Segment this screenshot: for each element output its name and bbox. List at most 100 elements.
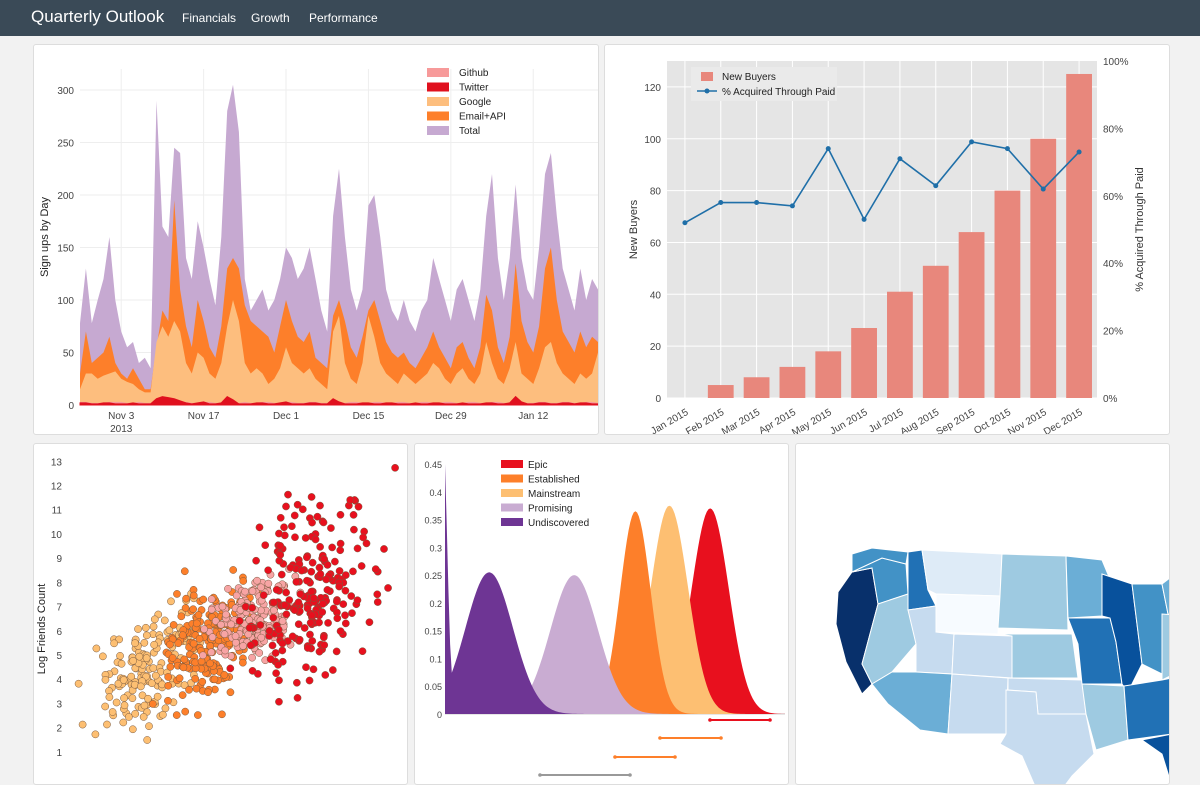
y-tick-label: 13 bbox=[51, 457, 63, 468]
scatter-point bbox=[200, 625, 208, 633]
y2-tick-label: 80% bbox=[1103, 124, 1123, 135]
scatter-point bbox=[198, 677, 207, 686]
y-tick-label: 80 bbox=[650, 187, 662, 198]
x-tick-label: Mar 2015 bbox=[720, 407, 762, 434]
scatter-point bbox=[211, 617, 220, 625]
scatter-point bbox=[147, 679, 156, 688]
scatter-point bbox=[307, 611, 316, 620]
scatter-point bbox=[248, 587, 257, 595]
scatter-point bbox=[298, 505, 307, 514]
scatter-point bbox=[327, 524, 335, 532]
scatter-point bbox=[180, 681, 189, 690]
scatter-point bbox=[119, 676, 128, 684]
x-tick-label: Nov 17 bbox=[188, 411, 220, 422]
scatter-point bbox=[150, 640, 158, 649]
scatter-point bbox=[259, 591, 268, 600]
line-paid-point bbox=[1040, 186, 1046, 192]
line-paid-point bbox=[825, 146, 831, 152]
scatter-point bbox=[271, 649, 280, 657]
friends-scatter-panel: 1 2 3 4 5 6 7 8 9 10 11 12 13 Log Friends Count bbox=[33, 443, 408, 785]
scatter-point bbox=[239, 577, 248, 585]
scatter-point bbox=[208, 633, 217, 641]
scatter-point bbox=[191, 658, 200, 667]
scatter-point bbox=[300, 624, 309, 632]
legend-label: Epic bbox=[528, 460, 547, 471]
scatter-point bbox=[134, 625, 142, 633]
legend-label: Promising bbox=[528, 504, 572, 515]
scatter-point bbox=[303, 553, 311, 562]
scatter-point bbox=[169, 621, 178, 629]
scatter-point bbox=[108, 708, 117, 716]
nav-link-growth[interactable]: Growth bbox=[251, 11, 290, 25]
scatter-point bbox=[178, 691, 187, 699]
scatter-point bbox=[307, 493, 316, 501]
y-tick-label: 150 bbox=[57, 244, 74, 255]
y-tick-label: 7 bbox=[56, 603, 62, 614]
scatter-point bbox=[316, 501, 324, 510]
scatter-point bbox=[319, 518, 328, 527]
bar-new-buyers bbox=[958, 232, 985, 398]
y-axis-title: New Buyers bbox=[628, 199, 640, 259]
scatter-point bbox=[248, 667, 257, 675]
scatter-point bbox=[335, 567, 344, 575]
nav-link-performance[interactable]: Performance bbox=[309, 11, 378, 25]
map-region-ohio-ky bbox=[1161, 613, 1169, 681]
top-navbar: Quarterly Outlook Financials Growth Perf… bbox=[0, 0, 1200, 36]
density-mainstream bbox=[445, 505, 785, 714]
us-choropleth-map[interactable] bbox=[796, 444, 1169, 784]
scatter-point bbox=[336, 510, 345, 519]
scatter-point bbox=[217, 620, 225, 629]
map-region-montana bbox=[921, 549, 1003, 597]
scatter-point bbox=[349, 511, 358, 519]
scatter-point bbox=[148, 700, 157, 708]
density-established bbox=[445, 511, 785, 714]
scatter-point bbox=[128, 725, 137, 734]
scatter-point bbox=[339, 600, 348, 608]
scatter-point bbox=[210, 675, 219, 684]
scatter-point bbox=[245, 624, 254, 632]
signups-area-chart[interactable]: 0 50 100 150 200 250 300 Nov 3 Nov 17 Dec 1 Dec 15… bbox=[34, 45, 598, 434]
scatter-point bbox=[275, 697, 283, 706]
scatter-point bbox=[119, 718, 128, 727]
scatter-point bbox=[276, 513, 285, 522]
line-paid-point bbox=[1004, 146, 1010, 152]
area-series-emailapi bbox=[80, 200, 598, 405]
scatter-point bbox=[335, 582, 344, 591]
brand-title[interactable]: Quarterly Outlook bbox=[31, 7, 165, 26]
scatter-point bbox=[195, 635, 204, 643]
scatter-point bbox=[239, 642, 247, 650]
x-tick-label: Dec 29 bbox=[435, 411, 467, 422]
scatter-point bbox=[282, 502, 290, 511]
new-buyers-chart[interactable]: 0 20 40 60 80 100 120 0% 20% 40% 60% 80% 100% New Buy… bbox=[605, 45, 1169, 434]
scatter-point bbox=[292, 578, 301, 586]
us-states-group bbox=[835, 547, 1169, 784]
bar-new-buyers bbox=[1066, 73, 1092, 398]
scatter-point bbox=[231, 632, 240, 640]
y-tick-label: 50 bbox=[63, 349, 75, 360]
legend-swatch bbox=[501, 503, 523, 512]
scatter-point bbox=[278, 617, 287, 625]
y-tick-label: 0.25 bbox=[424, 571, 442, 581]
scatter-point bbox=[140, 701, 149, 710]
scatter-point bbox=[164, 681, 173, 690]
legend-swatch bbox=[501, 460, 523, 468]
scatter-point bbox=[288, 522, 296, 531]
y-tick-label: 1 bbox=[56, 748, 62, 759]
scatter-point bbox=[321, 671, 330, 679]
range-end bbox=[628, 773, 632, 777]
bar-new-buyers bbox=[922, 265, 949, 398]
y-tick-label: 0.15 bbox=[424, 627, 442, 637]
scatter-point bbox=[280, 523, 288, 532]
scatter-point bbox=[168, 654, 177, 662]
y-tick-label: 8 bbox=[56, 578, 62, 589]
scatter-point bbox=[373, 598, 382, 606]
scatter-point bbox=[135, 652, 144, 661]
scatter-point bbox=[101, 675, 110, 684]
scatter-point bbox=[189, 591, 198, 600]
nav-link-financials[interactable]: Financials bbox=[182, 11, 237, 25]
legend-swatch bbox=[501, 489, 523, 497]
scatter-point bbox=[336, 627, 345, 636]
segment-distribution-chart[interactable]: 0 0.05 0.1 0.15 0.2 0.25 0.3 0.35 0.4 0.45 Epic Est… bbox=[415, 444, 788, 784]
bar-new-buyers bbox=[743, 377, 770, 398]
